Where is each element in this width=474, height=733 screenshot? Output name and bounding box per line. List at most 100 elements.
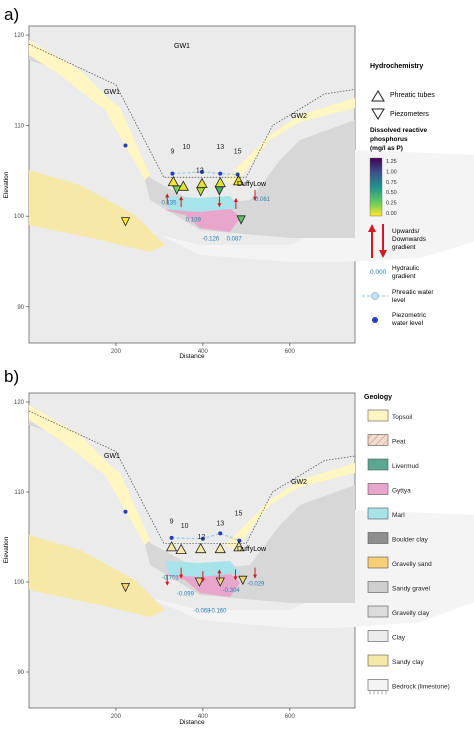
geology-swatch xyxy=(367,434,389,446)
phreatic-tube-marker xyxy=(195,542,207,554)
tube-number-label: 15 xyxy=(235,510,243,517)
legend-gradient-2: Downwards xyxy=(392,236,427,243)
legend-piezo-level-2: water level xyxy=(391,320,424,327)
hydraulic-gradient-label: 0.087 xyxy=(227,237,243,243)
piezometer-marker xyxy=(236,215,246,225)
panel-b-label: b) xyxy=(4,367,19,386)
geology-legend-label: Gravelly clay xyxy=(392,610,430,617)
bedrock-zone-a xyxy=(29,150,474,262)
topsoil-left-a xyxy=(29,40,150,180)
geology-legend-label: Bedrock (limestone) xyxy=(392,684,450,691)
legend-phreatic-level-1: Phreatic water xyxy=(392,289,434,296)
geology-legend-label: Topsoil xyxy=(392,414,413,421)
y-tick-label: 100 xyxy=(14,580,25,586)
sandy-gravel-b xyxy=(29,420,355,603)
piezometer-marker xyxy=(196,187,206,197)
geology-legend-label: Gravelly sand xyxy=(392,561,432,568)
piezometric-water-level-point xyxy=(200,536,205,541)
upward-gradient-arrow-head xyxy=(165,193,170,198)
legend-drp-title-3: (mg/l as P) xyxy=(370,145,403,152)
phreatic-tube-marker xyxy=(214,542,226,554)
geology-swatch xyxy=(367,458,389,471)
downward-gradient-arrow-head xyxy=(217,203,222,208)
y-tick-label: 90 xyxy=(17,670,24,676)
piezometer-legend-icon xyxy=(371,108,385,120)
colorbar-tick-label: 0.50 xyxy=(386,190,397,196)
hydraulic-gradient-label: -0.099 xyxy=(177,592,195,598)
hydraulic-gradient-label: -0.126 xyxy=(202,237,220,243)
downward-gradient-arrow-head xyxy=(233,576,238,581)
y-tick-label: 120 xyxy=(14,400,25,406)
hydraulic-gradient-label: -0.068 xyxy=(193,609,211,615)
tube-number-label: 12 xyxy=(198,534,206,541)
colorbar-tick-label: 0.00 xyxy=(386,211,397,217)
legend-gradient-3: gradient xyxy=(392,244,416,251)
y-tick-label: 110 xyxy=(14,124,24,130)
x-axis-title-a: Distance xyxy=(179,353,205,360)
legend-phreatic-label: Phreatic tubes xyxy=(390,92,435,99)
geology-swatch xyxy=(367,409,389,422)
piezometric-water-level-point xyxy=(237,538,242,543)
x-tick-label: 400 xyxy=(198,714,209,720)
drp-colorbar xyxy=(369,157,383,217)
gyttya-lens-a xyxy=(165,206,240,232)
legend-gradient-1: Upwards/ xyxy=(392,228,420,235)
upward-gradient-arrow-head xyxy=(233,197,238,202)
groundwater-divide-line xyxy=(28,43,356,178)
tube-number-label: 12 xyxy=(196,168,204,175)
y-axis-title-b: Elevation xyxy=(3,536,10,563)
tube-number-label: 13 xyxy=(216,144,224,151)
downward-arrow-legend-head xyxy=(379,250,387,258)
axes-b: 200 400 600 90 100 110 120 xyxy=(14,400,295,720)
topsoil-left-b xyxy=(29,405,150,545)
phreatic-tube-marker xyxy=(233,541,245,552)
phreatic-tube-marker xyxy=(165,541,178,552)
geology-legend-label: Sandy clay xyxy=(392,659,425,666)
x-tick-label: 600 xyxy=(285,714,296,720)
y-axis-title-a: Elevation xyxy=(3,171,10,198)
tube-number-label: 10 xyxy=(182,144,190,151)
tube-number-label: 10 xyxy=(181,523,189,530)
phreatic-point-legend-icon xyxy=(371,292,379,300)
sandy-clay-a xyxy=(29,170,165,252)
x-tick-label: 200 xyxy=(111,714,122,720)
geology-swatch xyxy=(367,507,389,520)
piezometric-water-level-point xyxy=(218,531,223,536)
geology-swatch xyxy=(367,605,389,618)
sandy-gravel-a xyxy=(29,55,355,238)
geology-section-b xyxy=(29,405,474,628)
y-tick-label: 110 xyxy=(14,490,24,496)
piezometric-point-legend-icon xyxy=(372,317,378,323)
marks-a: 0.135 0.109 -0.126 0.087 -0.061 9 10 12 13 15 xyxy=(28,43,356,243)
legend-drp-title-2: phosphorus xyxy=(370,136,408,143)
hydraulic-gradient-label: 0.109 xyxy=(186,218,202,224)
legend-title-hydro: Hydrochemistry xyxy=(370,63,423,70)
colorbar-tick-label: 0.25 xyxy=(386,201,397,207)
y-tick-label: 100 xyxy=(14,214,25,220)
marl-lens-a xyxy=(165,196,240,212)
downward-gradient-arrow-head xyxy=(179,574,184,579)
hydraulic-gradient-label: +0.160 xyxy=(208,609,227,615)
hydraulic-gradient-label: -0.701 xyxy=(162,575,180,581)
piezometric-water-level-point xyxy=(170,171,175,176)
legend-hydraulic-value: 0.000 xyxy=(370,269,387,276)
x-tick-label: 200 xyxy=(111,349,122,355)
marks-b: -0.701 -0.099 -0.068+0.160 -0.304 -0.029 9 10 1… xyxy=(28,410,356,615)
geology-legend-label: Clay xyxy=(392,635,406,642)
piezometer-marker xyxy=(194,577,205,587)
groundwater-divide-line xyxy=(28,410,356,544)
geology-swatch xyxy=(367,679,389,691)
panel-a-plot: 200 400 600 90 100 110 120 0.135 0.109 -0.126 0.0… xyxy=(3,25,474,360)
tube-number-label: 13 xyxy=(216,520,224,527)
geology-swatch xyxy=(367,630,389,642)
piezometric-water-level-point xyxy=(218,171,223,176)
geology-swatch xyxy=(367,556,389,569)
gw1-top-label-a: GW1 xyxy=(174,43,190,50)
x-axis-title-b: Distance xyxy=(179,719,205,726)
panel-a-label: a) xyxy=(4,5,19,24)
geology-legend-label: Sandy gravel xyxy=(392,586,430,593)
hydraulic-gradient-label: 0.135 xyxy=(161,200,177,206)
geology-legend-label: Peat xyxy=(392,439,406,446)
piezometric-water-level-point xyxy=(123,143,128,148)
